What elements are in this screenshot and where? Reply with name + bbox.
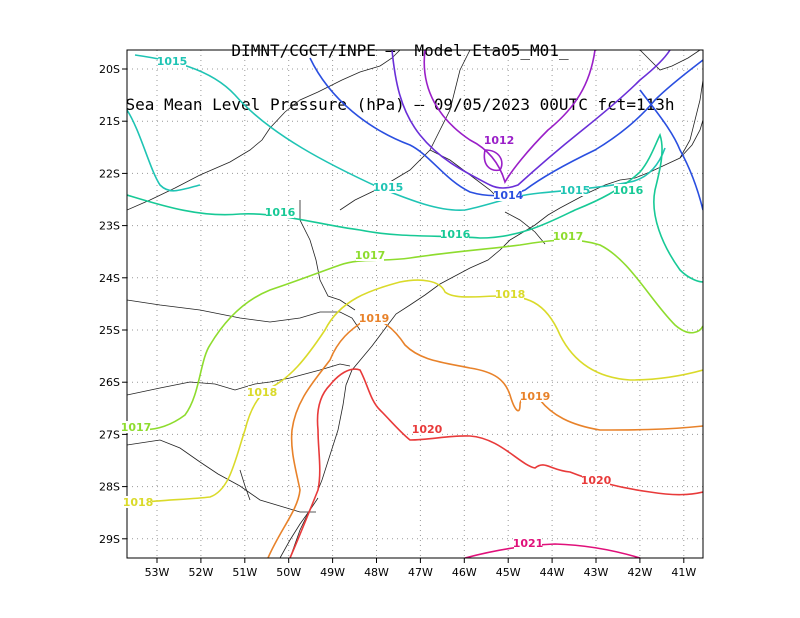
contour-label-1012: 1012 xyxy=(484,134,515,147)
contour-label-1015: 1015 xyxy=(157,55,188,68)
lat-lon-grid xyxy=(127,50,703,558)
contour-label-1020: 1020 xyxy=(412,423,443,436)
contour-label-bg xyxy=(360,312,388,324)
contour-label-1015: 1015 xyxy=(373,181,404,194)
lat-label: 29S xyxy=(99,533,120,546)
lon-label: 44W xyxy=(540,566,565,579)
plot-frame xyxy=(126,49,704,559)
lon-label: 45W xyxy=(496,566,521,579)
isobar-1021 xyxy=(464,543,641,558)
isobar-1015-west xyxy=(127,109,201,192)
lon-label: 43W xyxy=(584,566,609,579)
contour-label-1018: 1018 xyxy=(123,496,154,509)
contour-label-bg xyxy=(582,474,610,486)
isobar-1012-cell xyxy=(483,149,503,172)
contour-label-1017: 1017 xyxy=(355,249,386,262)
contour-label-1021: 1021 xyxy=(513,537,544,550)
contour-label-bg xyxy=(521,390,549,402)
contour-label-1017: 1017 xyxy=(121,421,152,434)
contour-label-1017: 1017 xyxy=(553,230,584,243)
lat-label: 20S xyxy=(99,63,120,76)
lon-label: 46W xyxy=(452,566,477,579)
contour-label-bg xyxy=(124,496,152,508)
isobar-1019 xyxy=(267,318,703,558)
contour-label-bg xyxy=(413,423,441,435)
contour-label-bg xyxy=(554,230,582,242)
lon-label: 42W xyxy=(627,566,652,579)
lat-label: 22S xyxy=(99,167,120,180)
isobar-1014-east xyxy=(639,89,703,211)
lat-label: 21S xyxy=(99,115,120,128)
isobar-1018 xyxy=(127,279,703,506)
isobar-1013 xyxy=(391,50,671,189)
lon-label: 52W xyxy=(188,566,213,579)
isobar-1017 xyxy=(127,239,703,431)
contour-label-1019: 1019 xyxy=(520,390,551,403)
contour-label-bg xyxy=(494,189,522,201)
contour-label-1018: 1018 xyxy=(495,288,526,301)
lat-label: 26S xyxy=(99,376,120,389)
lon-label: 48W xyxy=(364,566,389,579)
contour-label-1016: 1016 xyxy=(265,206,296,219)
lon-label: 49W xyxy=(320,566,345,579)
contour-label-bg xyxy=(485,134,513,146)
isobar-1016 xyxy=(127,132,703,283)
lat-label: 23S xyxy=(99,220,120,233)
contour-label-1014: 1014 xyxy=(493,189,524,202)
contour-label-bg xyxy=(441,228,469,240)
lon-label: 50W xyxy=(276,566,301,579)
contour-label-1020: 1020 xyxy=(581,474,612,487)
contour-label-bg xyxy=(122,421,150,433)
contour-label-1015: 1015 xyxy=(560,184,591,197)
lon-label: 51W xyxy=(232,566,257,579)
isobar-1020 xyxy=(289,368,703,558)
contour-label-bg xyxy=(614,184,642,196)
lon-label: 53W xyxy=(145,566,170,579)
contour-label-1016: 1016 xyxy=(613,184,644,197)
contour-label-1016: 1016 xyxy=(440,228,471,241)
lon-label: 41W xyxy=(671,566,696,579)
lat-label: 27S xyxy=(99,428,120,441)
contour-label-bg xyxy=(514,537,542,549)
lat-label: 28S xyxy=(99,481,120,494)
axis-ticks: 53W 52W 51W 50W 49W 48W 47W 46W 45W 44W 43W 42W 41W 2… xyxy=(99,63,696,579)
contour-label-bg xyxy=(374,181,402,193)
contour-label-1019: 1019 xyxy=(359,312,390,325)
contour-labels: 1015 1012 1015 1014 1015 1016 1016 1016 1017 1017… xyxy=(121,55,644,550)
lat-label: 25S xyxy=(99,324,120,337)
isobar-1014 xyxy=(309,57,703,197)
lat-label: 24S xyxy=(99,272,120,285)
contour-label-bg xyxy=(266,206,294,218)
contour-label-bg xyxy=(561,184,589,196)
contour-label-bg xyxy=(356,249,384,261)
contour-label-bg xyxy=(496,288,524,300)
lon-label: 47W xyxy=(408,566,433,579)
contour-label-bg xyxy=(158,55,186,67)
coastline xyxy=(127,50,703,558)
contour-label-1018: 1018 xyxy=(247,386,278,399)
contour-label-bg xyxy=(248,386,276,398)
isobar-1012 xyxy=(423,50,596,185)
